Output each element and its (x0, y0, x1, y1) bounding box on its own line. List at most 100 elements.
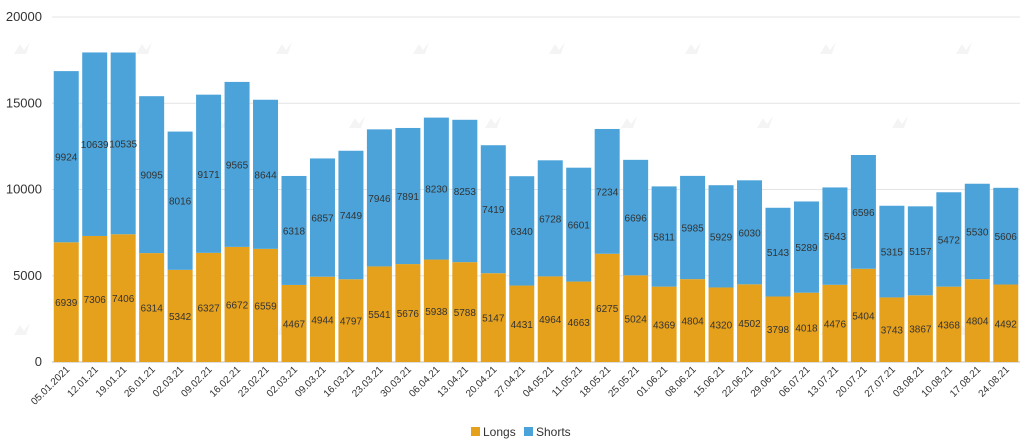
bar-longs (82, 235, 108, 362)
bar-shorts (452, 119, 478, 263)
data-label-longs: 3867 (909, 325, 932, 336)
logo-icon (956, 42, 972, 54)
bar-shorts (338, 150, 364, 280)
bar-longs (850, 268, 876, 362)
bar-longs (281, 284, 307, 362)
logo-icon (820, 42, 836, 54)
data-label-longs: 4502 (738, 319, 761, 330)
bar-shorts (822, 187, 848, 285)
data-label-longs: 6559 (254, 301, 277, 312)
data-label-shorts: 5985 (681, 224, 704, 235)
data-label-shorts: 5472 (938, 235, 961, 246)
data-label-shorts: 5606 (995, 232, 1018, 243)
bar-longs (196, 252, 222, 362)
logo-icon (276, 42, 292, 54)
data-label-longs: 3798 (767, 325, 790, 336)
data-label-longs: 6672 (226, 300, 249, 311)
data-label-longs: 5342 (169, 312, 192, 323)
bar-shorts (651, 186, 677, 287)
logo-icon (349, 116, 365, 128)
bars-layer: 6939 9924 7306 10639 7406 10535 6314 9095 5342 80… (53, 52, 1019, 362)
data-label-shorts: 8644 (254, 170, 277, 181)
data-label-longs: 3743 (881, 326, 904, 337)
data-label-shorts: 9565 (226, 160, 249, 171)
data-label-longs: 4476 (824, 319, 847, 330)
y-tick-label: 15000 (6, 95, 42, 110)
data-label-longs: 6939 (55, 298, 78, 309)
data-label-shorts: 7946 (368, 194, 391, 205)
data-label-shorts: 9171 (197, 170, 220, 181)
bar-shorts (623, 159, 649, 276)
bar-shorts (366, 129, 392, 267)
x-tick-label: 04.05.21 (521, 364, 557, 400)
logo-icon (14, 323, 30, 335)
bar-shorts (224, 81, 250, 247)
data-label-longs: 4804 (681, 317, 704, 328)
data-label-longs: 4964 (539, 315, 562, 326)
bar-shorts (281, 175, 307, 285)
bar-longs (395, 264, 421, 362)
bar-longs (964, 279, 990, 362)
legend-label-shorts: Shorts (536, 425, 571, 439)
bar-shorts (765, 207, 791, 297)
bar-shorts (309, 158, 335, 277)
bar-shorts (53, 71, 79, 243)
bar-longs (623, 275, 649, 362)
y-tick-label: 20000 (6, 9, 42, 24)
bar-longs (765, 296, 791, 362)
logo-icon (685, 42, 701, 54)
x-axis: 05.01.202112.01.2119.01.2126.01.2102.03.… (29, 364, 1012, 407)
data-label-shorts: 6030 (738, 228, 761, 239)
data-label-shorts: 9095 (141, 171, 164, 182)
data-label-longs: 4467 (283, 319, 306, 330)
data-label-shorts: 5143 (767, 248, 790, 259)
data-label-longs: 7406 (112, 294, 135, 305)
bar-shorts (680, 175, 706, 280)
bar-shorts (537, 160, 563, 277)
bar-longs (224, 246, 250, 362)
data-label-shorts: 7419 (482, 205, 505, 216)
data-label-longs: 5938 (425, 307, 448, 318)
data-label-longs: 4368 (938, 320, 961, 331)
bar-shorts (253, 99, 279, 249)
data-label-shorts: 5929 (710, 232, 733, 243)
data-label-shorts: 6857 (311, 214, 334, 225)
bar-longs (651, 286, 677, 362)
bar-longs (139, 253, 165, 362)
bar-shorts (196, 94, 222, 253)
data-label-shorts: 7891 (397, 192, 420, 203)
data-label-longs: 6275 (596, 304, 619, 315)
data-label-longs: 6314 (141, 304, 164, 315)
bar-shorts (793, 201, 819, 293)
bar-shorts (423, 117, 449, 260)
x-tick-label: 24.08.21 (977, 364, 1013, 400)
data-label-longs: 4944 (311, 315, 334, 326)
data-label-shorts: 6728 (539, 214, 562, 225)
bar-longs (594, 253, 620, 362)
data-label-shorts: 5811 (653, 233, 675, 244)
data-label-longs: 5541 (368, 310, 391, 321)
logo-icon (485, 116, 501, 128)
bar-longs (253, 248, 279, 362)
bar-longs (680, 279, 706, 362)
data-label-shorts: 8016 (169, 197, 192, 208)
bar-shorts (594, 128, 620, 254)
bar-shorts (879, 205, 905, 298)
bar-shorts (167, 131, 193, 270)
bar-shorts (82, 52, 108, 236)
data-label-longs: 6327 (197, 303, 220, 314)
y-tick-label: 10000 (6, 182, 42, 197)
data-label-longs: 4663 (568, 318, 591, 329)
bar-longs (423, 259, 449, 362)
bar-shorts (110, 52, 136, 235)
y-tick-label: 5000 (13, 268, 42, 283)
data-label-longs: 4018 (795, 323, 818, 334)
logo-icon (14, 42, 30, 54)
bar-shorts (566, 167, 592, 282)
bar-shorts (395, 127, 421, 265)
data-label-shorts: 5643 (824, 232, 847, 243)
x-tick-label: 05.01.2021 (29, 364, 72, 407)
bar-longs (537, 276, 563, 362)
data-label-longs: 4804 (966, 317, 989, 328)
